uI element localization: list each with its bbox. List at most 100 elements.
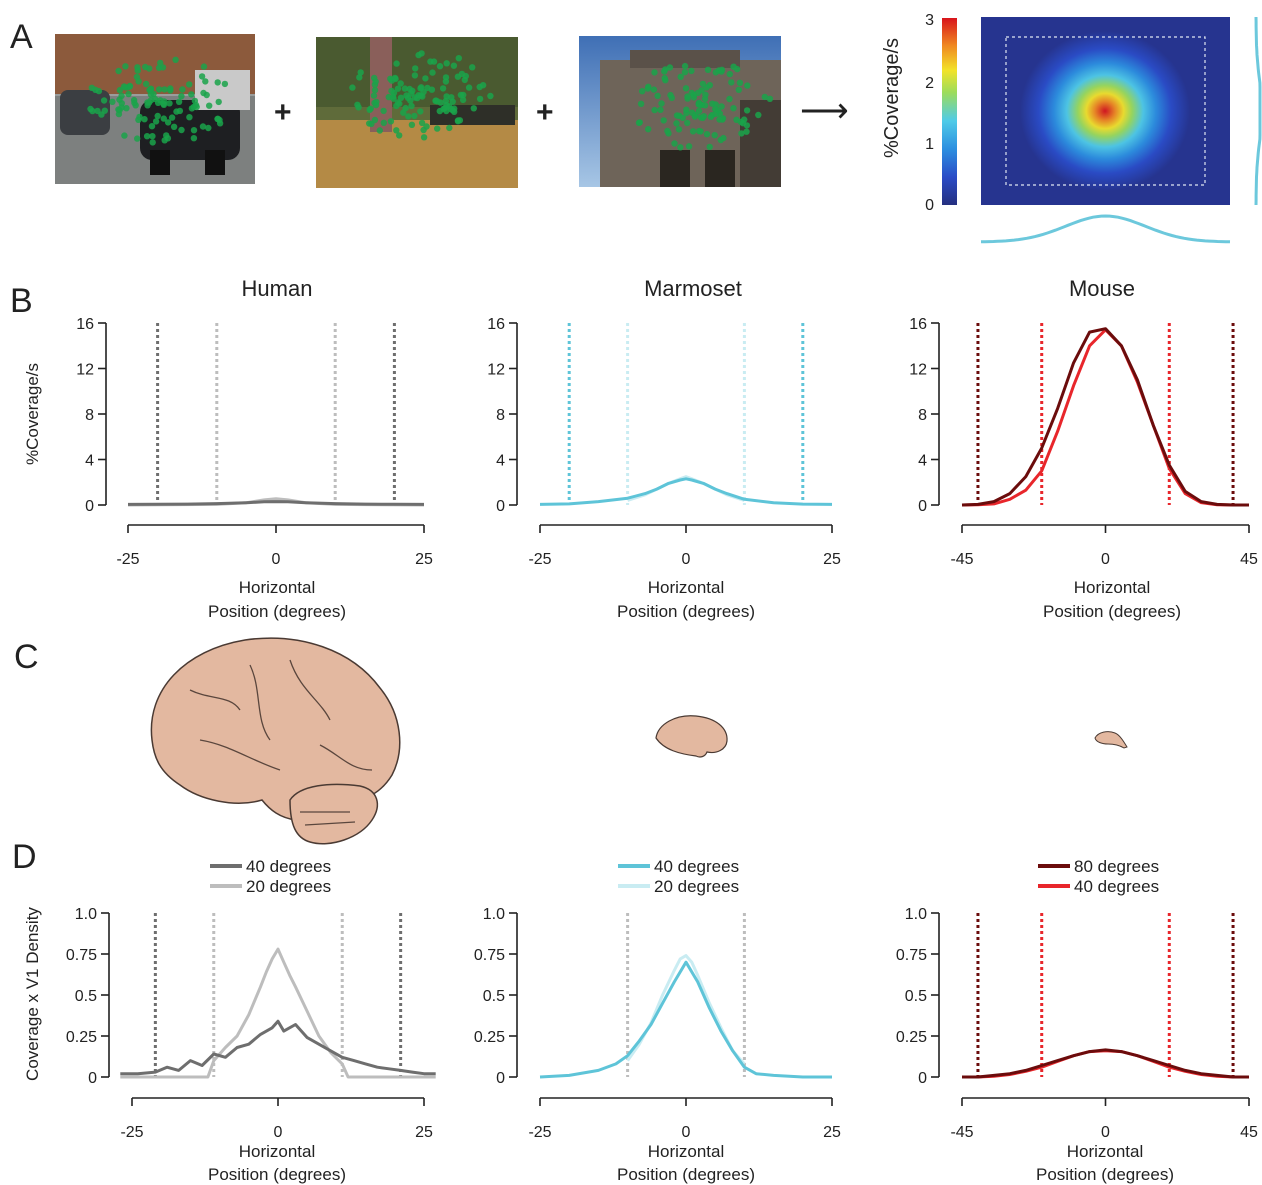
fixation-dot <box>476 83 483 91</box>
fixation-dot <box>100 97 108 104</box>
y-tick-label: 8 <box>918 407 927 424</box>
x-axis-label-line2: Position (degrees) <box>617 1165 755 1184</box>
legend-label: 20 degrees <box>246 877 331 896</box>
y-tick-label: 0 <box>88 1070 97 1087</box>
fixation-dot <box>666 64 674 71</box>
mouse-brain-illustration <box>1094 731 1128 749</box>
fixation-dot <box>419 93 426 100</box>
y-tick-label: 16 <box>909 316 927 333</box>
y-tick-label: 4 <box>85 453 94 470</box>
fixation-dot <box>726 70 733 78</box>
x-axis-label-line2: Position (degrees) <box>617 602 755 621</box>
fixation-dot <box>436 107 443 115</box>
chart-mouse-v1-weighted: 0 0.25 0.5 0.75 1.0 -45 0 45 <box>896 906 1258 1141</box>
fixation-dot <box>393 127 400 134</box>
x-tick-label: 0 <box>1101 551 1110 568</box>
fixation-dot <box>116 86 124 94</box>
fixation-dot <box>391 74 399 82</box>
fixation-dot <box>131 99 138 107</box>
fixation-dot <box>154 99 162 107</box>
fixation-dot <box>703 131 711 138</box>
fixation-dot <box>412 65 419 72</box>
fixation-dot <box>134 64 141 71</box>
fixation-dot <box>101 107 109 114</box>
y-tick-label: 16 <box>76 316 94 333</box>
y-tick-label: 12 <box>909 362 927 379</box>
fixation-dot <box>736 79 744 87</box>
fixation-dot <box>637 100 645 108</box>
fixation-dot <box>200 63 208 70</box>
fixation-dot <box>122 63 129 70</box>
x-axis-label-line1: Horizontal <box>239 1142 316 1161</box>
fixation-dot <box>487 92 494 100</box>
fixation-dot <box>166 100 173 107</box>
x-axis-label-line1: Horizontal <box>648 578 725 597</box>
fixation-dot <box>684 93 691 100</box>
species-title-marmoset: Marmoset <box>644 276 742 301</box>
fixation-dot <box>709 100 716 107</box>
fixation-dot <box>135 116 142 124</box>
fixation-dot <box>152 118 160 125</box>
x-tick-label: 0 <box>682 1124 691 1141</box>
x-tick-label: -45 <box>950 551 973 568</box>
fixation-dot <box>141 116 148 123</box>
fixation-dot <box>429 69 436 76</box>
fixation-dot <box>434 125 441 132</box>
fixation-dot <box>371 116 379 124</box>
species-title-human: Human <box>242 276 313 301</box>
chart-marmoset-coverage: 0 4 8 12 16 -25 0 25 <box>487 316 841 568</box>
fixation-dot <box>160 115 167 122</box>
x-tick-label: 0 <box>274 1124 283 1141</box>
x-tick-label: 25 <box>823 1124 841 1141</box>
fixation-dot <box>371 87 379 94</box>
fixation-dot <box>420 126 427 134</box>
fixation-dot <box>677 144 684 151</box>
y-tick-label: 0 <box>496 498 505 515</box>
fixation-dot <box>432 97 440 104</box>
fixation-dot <box>116 96 123 103</box>
fixation-dot <box>465 84 473 91</box>
fixation-dot <box>695 101 703 108</box>
fixation-dot <box>726 95 733 103</box>
fixation-dot <box>120 83 128 90</box>
fixation-dot <box>734 65 741 73</box>
panel-label-d: D <box>12 838 37 876</box>
fixation-dot <box>206 102 213 109</box>
fixation-dot <box>712 69 719 76</box>
y-tick-label: 0 <box>918 498 927 515</box>
fixation-dot <box>387 118 395 125</box>
fixation-dot <box>436 62 444 70</box>
fixation-dot <box>446 124 453 132</box>
fixation-dot <box>163 132 170 139</box>
fixation-dot <box>372 78 379 85</box>
x-tick-label: 0 <box>1101 1124 1110 1141</box>
x-tick-label: -25 <box>528 551 551 568</box>
chart-human-coverage: 0 4 8 12 16 -25 0 25 <box>76 316 433 568</box>
fixation-dot <box>156 86 163 93</box>
fixation-dot <box>356 74 363 81</box>
fixation-dot <box>214 79 221 86</box>
fixation-dot <box>200 89 207 97</box>
fixation-dot <box>143 133 151 140</box>
fixation-dot <box>735 86 742 94</box>
y-tick-label: 0.5 <box>483 988 505 1005</box>
fixation-dot <box>651 106 658 114</box>
fixation-dot <box>469 64 476 71</box>
fixation-dot <box>175 98 183 106</box>
fixation-dot <box>409 87 416 95</box>
series-line <box>961 328 1249 507</box>
fixation-dot <box>459 96 467 104</box>
x-tick-label: 45 <box>1240 551 1258 568</box>
fixation-dot <box>393 60 400 67</box>
x-axis-label-line1: Horizontal <box>239 578 316 597</box>
fixation-dot <box>178 126 185 134</box>
fixation-dots <box>635 62 774 151</box>
fixation-dot <box>393 102 400 110</box>
fixation-dot <box>743 128 750 135</box>
x-tick-label: 0 <box>272 551 281 568</box>
fixation-dot <box>661 74 668 82</box>
fixation-dot <box>88 84 96 92</box>
fixation-dot <box>172 56 179 63</box>
fixation-dot <box>462 72 469 80</box>
